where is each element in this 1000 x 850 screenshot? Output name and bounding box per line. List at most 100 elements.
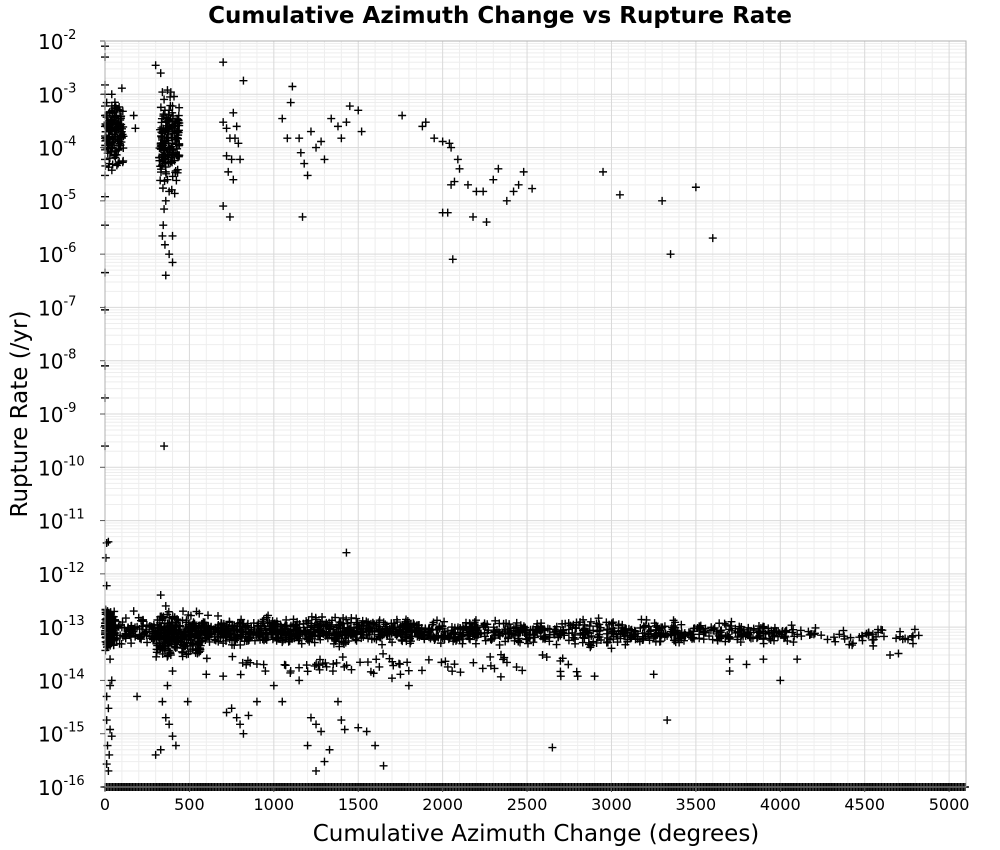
data-point	[641, 632, 650, 641]
data-point	[199, 620, 208, 629]
data-point	[502, 658, 511, 667]
data-point	[895, 632, 904, 641]
data-point	[572, 667, 581, 676]
data-point	[302, 661, 311, 670]
axis-ticks: 0 500 1000 1500 2000 2500 3000 3500 4000 4500 5000…	[38, 28, 969, 814]
data-point	[158, 231, 167, 240]
data-point	[342, 615, 351, 624]
data-point	[548, 743, 557, 752]
data-point	[494, 164, 503, 173]
data-point	[695, 625, 704, 634]
data-point	[550, 625, 559, 634]
data-point	[441, 657, 450, 666]
data-point	[417, 630, 426, 639]
data-point	[375, 662, 384, 671]
data-point	[594, 614, 603, 623]
data-point	[372, 655, 381, 664]
data-point	[127, 639, 136, 648]
data-point	[161, 271, 170, 280]
data-point	[225, 212, 234, 221]
data-point	[259, 615, 268, 624]
data-point	[404, 681, 413, 690]
data-point	[470, 632, 479, 641]
data-point	[705, 632, 714, 641]
data-point	[505, 620, 514, 629]
data-point	[265, 624, 274, 633]
data-point	[864, 628, 873, 637]
data-point	[156, 140, 165, 149]
data-point	[564, 636, 573, 645]
data-point	[688, 634, 697, 643]
data-point	[699, 635, 708, 644]
data-point	[543, 624, 552, 633]
data-point	[161, 127, 170, 136]
data-point	[232, 713, 241, 722]
data-point	[117, 84, 126, 93]
data-point	[176, 638, 185, 647]
data-point	[654, 628, 663, 637]
data-point	[160, 143, 169, 152]
data-point	[447, 143, 456, 152]
data-point	[102, 581, 111, 590]
data-point	[286, 98, 295, 107]
data-point	[114, 141, 123, 150]
data-point	[134, 613, 143, 622]
data-point	[107, 90, 116, 99]
data-point	[695, 622, 704, 631]
data-point	[224, 167, 233, 176]
data-point	[161, 196, 170, 205]
data-point	[630, 626, 639, 635]
data-point	[767, 626, 776, 635]
data-point	[518, 666, 527, 675]
data-point	[393, 618, 402, 627]
data-point	[387, 619, 396, 628]
data-point	[159, 639, 168, 648]
data-point	[512, 663, 521, 672]
data-point	[337, 716, 346, 725]
data-point	[156, 125, 165, 134]
data-point	[163, 681, 172, 690]
data-point	[162, 134, 171, 143]
data-point	[191, 625, 200, 634]
data-point	[160, 159, 169, 168]
data-point	[192, 630, 201, 639]
data-point	[312, 143, 321, 152]
data-point	[615, 190, 624, 199]
data-point	[671, 626, 680, 635]
data-point	[457, 631, 466, 640]
data-point	[129, 111, 138, 120]
data-point	[159, 221, 168, 230]
data-point	[229, 108, 238, 117]
data-point	[163, 121, 172, 130]
data-point	[277, 622, 286, 631]
data-point	[163, 175, 172, 184]
data-point	[131, 631, 140, 640]
data-point	[607, 628, 616, 637]
data-point	[571, 630, 580, 639]
data-point	[168, 614, 177, 623]
data-point	[347, 665, 356, 674]
data-point	[143, 638, 152, 647]
data-point	[302, 634, 311, 643]
grid	[104, 40, 966, 788]
data-point	[158, 184, 167, 193]
data-point	[128, 627, 137, 636]
data-point	[755, 628, 764, 637]
data-point	[592, 638, 601, 647]
data-point	[781, 632, 790, 641]
data-point	[202, 670, 211, 679]
data-point	[597, 635, 606, 644]
data-point	[283, 134, 292, 143]
data-point	[195, 647, 204, 656]
data-point	[246, 632, 255, 641]
data-point	[387, 629, 396, 638]
data-point	[152, 648, 161, 657]
data-point	[166, 651, 175, 660]
data-point	[229, 175, 238, 184]
data-point	[455, 164, 464, 173]
data-point	[168, 102, 177, 111]
data-point	[179, 607, 188, 616]
data-point	[458, 639, 467, 648]
data-point	[640, 628, 649, 637]
data-point	[576, 629, 585, 638]
